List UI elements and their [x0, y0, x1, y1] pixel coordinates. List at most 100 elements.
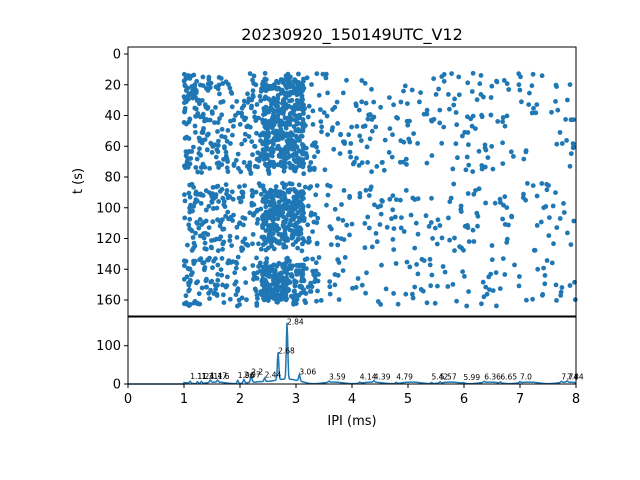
scatter-point-1975: [260, 276, 265, 282]
scatter-point-283: [431, 76, 436, 82]
peak-label-15: 4.79: [396, 373, 413, 382]
scatter-point-1001: [315, 215, 321, 221]
scatter-point-892: [280, 105, 286, 111]
peak-label-2: 1.31: [201, 372, 218, 381]
scatter-point-146: [231, 117, 237, 123]
scatter-point-1310: [492, 200, 498, 206]
scatter-point-291: [405, 122, 411, 128]
peak-label-16: 5.42: [432, 373, 449, 382]
scatter-point-1318: [372, 202, 377, 208]
scatter-point-446: [204, 147, 210, 153]
scatter-point-778: [290, 90, 296, 96]
scatter-point-1818: [572, 297, 578, 303]
scatter-point-1593: [244, 297, 249, 303]
scatter-point-877: [275, 115, 280, 121]
scatter-point-175: [567, 163, 573, 169]
scatter-point-1594: [407, 264, 413, 270]
histogram-x-tick-label-5: 5: [404, 392, 412, 407]
scatter-point-821: [300, 151, 305, 157]
scatter-point-880: [283, 144, 289, 150]
scatter-point-1496: [277, 239, 282, 244]
scatter-point-118: [193, 165, 199, 170]
scatter-point-514: [204, 132, 210, 138]
scatter-point-1195: [466, 239, 472, 245]
scatter-point-1263: [193, 230, 198, 236]
peak-label-11: 3.06: [299, 367, 316, 376]
scatter-point-689: [263, 94, 268, 100]
scatter-point-1588: [567, 283, 573, 288]
scatter-point-1555: [233, 292, 239, 298]
scatter-point-704: [291, 124, 297, 129]
scatter-point-1982: [270, 281, 276, 287]
scatter-point-1822: [355, 276, 361, 281]
scatter-point-748: [297, 138, 302, 143]
histogram-x-tick-label-2: 2: [236, 392, 244, 407]
scatter-point-1490: [273, 188, 278, 194]
scatter-point-1236: [215, 183, 221, 189]
scatter-point-1577: [490, 288, 496, 293]
scatter-point-1817: [415, 271, 421, 277]
scatter-point-1754: [213, 256, 218, 262]
scatter-point-1040: [308, 184, 314, 190]
scatter-point-1636: [464, 303, 470, 309]
scatter-point-1234: [205, 232, 211, 237]
scatter-point-265: [315, 149, 321, 155]
scatter-point-1622: [502, 272, 508, 277]
scatter-plot-frame: [127, 46, 577, 317]
scatter-point-480: [482, 145, 488, 151]
scatter-point-896: [265, 132, 271, 138]
scatter-point-1716: [228, 260, 234, 265]
scatter-point-1835: [263, 260, 268, 266]
scatter-y-tick-label-4: 80: [104, 171, 121, 186]
scatter-point-498: [330, 107, 335, 112]
scatter-point-32: [235, 151, 241, 157]
scatter-point-1498: [276, 231, 282, 237]
scatter-point-425: [216, 143, 221, 148]
scatter-point-196: [349, 124, 354, 130]
scatter-point-429: [411, 131, 416, 137]
scatter-point-954: [227, 238, 233, 244]
scatter-point-269: [258, 98, 264, 104]
scatter-point-879: [270, 114, 276, 120]
scatter-point-135: [182, 100, 187, 106]
scatter-point-1609: [182, 263, 187, 269]
scatter-point-1952: [261, 285, 267, 291]
scatter-point-861: [261, 148, 267, 154]
scatter-point-894: [271, 141, 276, 147]
scatter-point-1081: [325, 192, 331, 198]
scatter-point-19: [219, 112, 225, 118]
scatter-point-50: [453, 141, 459, 147]
scatter-point-542: [403, 156, 409, 162]
scatter-point-245: [367, 136, 373, 142]
scatter-point-1295: [470, 227, 476, 233]
scatter-point-1526: [269, 213, 275, 219]
scatter-point-517: [186, 119, 192, 125]
scatter-point-1062: [335, 242, 341, 248]
scatter-point-320: [519, 99, 524, 105]
scatter-point-1375: [268, 240, 274, 246]
scatter-point-97: [564, 138, 569, 143]
scatter-point-530: [367, 112, 373, 118]
scatter-point-557: [331, 146, 337, 152]
scatter-point-984: [390, 207, 396, 213]
scatter-point-1206: [306, 235, 312, 241]
scatter-point-511: [185, 150, 191, 156]
scatter-point-339: [478, 73, 484, 78]
scatter-y-tick-label-1: 20: [104, 78, 121, 93]
scatter-point-15: [415, 141, 420, 146]
scatter-point-127: [318, 119, 324, 124]
scatter-point-1249: [347, 232, 352, 238]
scatter-point-916: [295, 126, 301, 132]
scatter-point-1141: [209, 200, 215, 205]
scatter-point-490: [554, 84, 559, 89]
scatter-point-392: [251, 81, 257, 86]
scatter-point-1911: [301, 265, 307, 271]
scatter-point-1274: [208, 244, 214, 250]
histogram-y-axis: 0 100: [96, 339, 128, 393]
scatter-point-948: [500, 216, 505, 222]
scatter-point-745: [296, 148, 302, 154]
scatter-point-545: [197, 146, 202, 152]
scatter-point-1799: [541, 265, 546, 271]
scatter-point-1167: [430, 236, 435, 241]
scatter-point-261: [401, 88, 406, 94]
